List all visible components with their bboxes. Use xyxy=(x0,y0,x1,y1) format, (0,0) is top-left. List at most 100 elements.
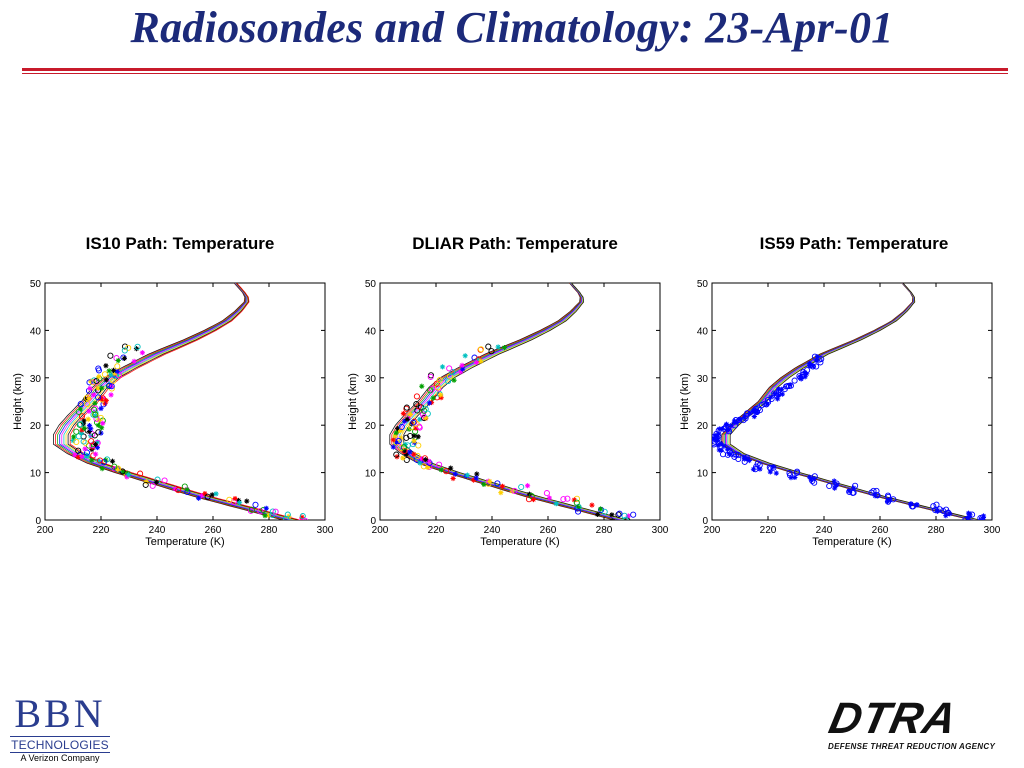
x-tick-label: 260 xyxy=(205,525,222,536)
bbn-logo: BBN TECHNOLOGIES A Verizon Company xyxy=(8,694,118,764)
sonde-point xyxy=(86,422,93,429)
sonde-point xyxy=(98,425,105,431)
sonde-point xyxy=(448,465,454,471)
sonde-point xyxy=(714,437,721,443)
sonde-point xyxy=(610,518,615,520)
sonde-point xyxy=(811,479,818,486)
x-tick-label: 280 xyxy=(596,525,613,536)
sonde-point xyxy=(410,419,417,426)
sonde-point xyxy=(800,369,807,376)
sonde-point xyxy=(112,371,118,377)
sonde-point xyxy=(402,448,408,454)
sonde-point xyxy=(202,490,208,497)
sonde-point xyxy=(428,385,435,392)
sonde-point xyxy=(398,444,405,452)
sonde-point xyxy=(930,503,937,510)
sonde-point xyxy=(601,508,608,515)
sonde-point xyxy=(471,477,477,483)
sonde-point xyxy=(772,391,778,397)
sonde-point xyxy=(770,464,776,470)
sonde-point xyxy=(77,406,84,412)
sonde-point xyxy=(873,487,880,494)
climatology-profile xyxy=(65,283,296,520)
sonde-point xyxy=(433,380,440,387)
sonde-point xyxy=(97,414,104,421)
sonde-point xyxy=(473,359,479,366)
sonde-point xyxy=(851,485,857,491)
sonde-point xyxy=(411,433,417,439)
chart-title-is59: IS59 Path: Temperature xyxy=(759,234,949,253)
sonde-point xyxy=(747,410,753,416)
sonde-point xyxy=(724,446,731,452)
sonde-point xyxy=(488,348,495,355)
sonde-point xyxy=(114,368,120,374)
sonde-point xyxy=(198,493,205,499)
sonde-point xyxy=(398,423,405,431)
sonde-point xyxy=(75,447,82,454)
sonde-point xyxy=(740,417,747,424)
sonde-point xyxy=(553,501,559,507)
y-axis-label: Height (km) xyxy=(679,373,691,430)
sonde-point xyxy=(403,434,410,441)
sonde-point xyxy=(832,485,838,491)
sonde-point xyxy=(75,454,81,460)
sonde-point xyxy=(943,513,949,519)
sonde-point xyxy=(153,479,159,485)
sonde-point xyxy=(73,428,80,435)
x-tick-label: 300 xyxy=(317,525,334,536)
sonde-point xyxy=(83,449,91,456)
sonde-point xyxy=(85,416,91,422)
sonde-point xyxy=(884,498,891,505)
chart-panel-0: 200 220 240 260 280 300 0 10 20 30 40 50 Temperature… xyxy=(12,279,334,548)
sonde-point xyxy=(86,428,92,435)
sonde-point xyxy=(787,382,793,388)
sonde-point xyxy=(96,457,104,464)
chart-panel-1: 200 220 240 260 280 300 0 10 20 30 40 50 Temperature… xyxy=(347,279,669,548)
sonde-point xyxy=(419,383,425,389)
sonde-point xyxy=(84,427,91,434)
sonde-point xyxy=(395,428,401,434)
sonde-point xyxy=(115,357,121,364)
sonde-point xyxy=(90,392,97,398)
sonde-point xyxy=(131,358,137,364)
x-tick-label: 280 xyxy=(928,525,945,536)
sonde-point xyxy=(263,505,269,511)
y-tick-label: 0 xyxy=(702,516,708,527)
sonde-point xyxy=(460,366,466,372)
sonde-point xyxy=(474,471,480,477)
sonde-point xyxy=(430,395,436,401)
sonde-point xyxy=(93,451,99,457)
sonde-point xyxy=(498,490,504,496)
sonde-point xyxy=(792,474,798,481)
sonde-point xyxy=(84,400,91,408)
sonde-point xyxy=(88,426,94,432)
sonde-point xyxy=(763,401,770,408)
y-tick-label: 30 xyxy=(697,374,709,385)
sonde-point xyxy=(78,430,84,436)
sonde-point xyxy=(393,451,400,458)
y-tick-label: 40 xyxy=(697,326,709,337)
sonde-point xyxy=(809,477,816,485)
sonde-point xyxy=(753,463,760,470)
sonde-point xyxy=(718,441,724,447)
plot-frame xyxy=(711,282,993,521)
sonde-point xyxy=(92,405,99,412)
sonde-point xyxy=(98,405,104,412)
sonde-point xyxy=(813,363,820,370)
x-tick-label: 200 xyxy=(37,525,54,536)
sonde-point xyxy=(235,497,242,504)
sonde-point xyxy=(213,491,219,497)
sonde-point xyxy=(92,441,99,448)
bbn-logo-letters: BBN xyxy=(14,691,106,736)
sonde-point xyxy=(796,373,803,380)
sonde-point xyxy=(91,406,98,413)
sonde-point xyxy=(751,413,757,420)
sonde-point xyxy=(257,508,264,515)
sonde-point xyxy=(393,430,399,436)
sonde-point xyxy=(102,400,108,407)
sonde-point xyxy=(768,394,774,400)
sonde-point xyxy=(754,409,760,415)
sonde-point xyxy=(630,511,637,518)
chart-panel-2: 200 220 240 260 280 300 0 10 20 30 40 50 Temperature… xyxy=(679,279,1001,548)
sonde-point xyxy=(728,423,734,429)
